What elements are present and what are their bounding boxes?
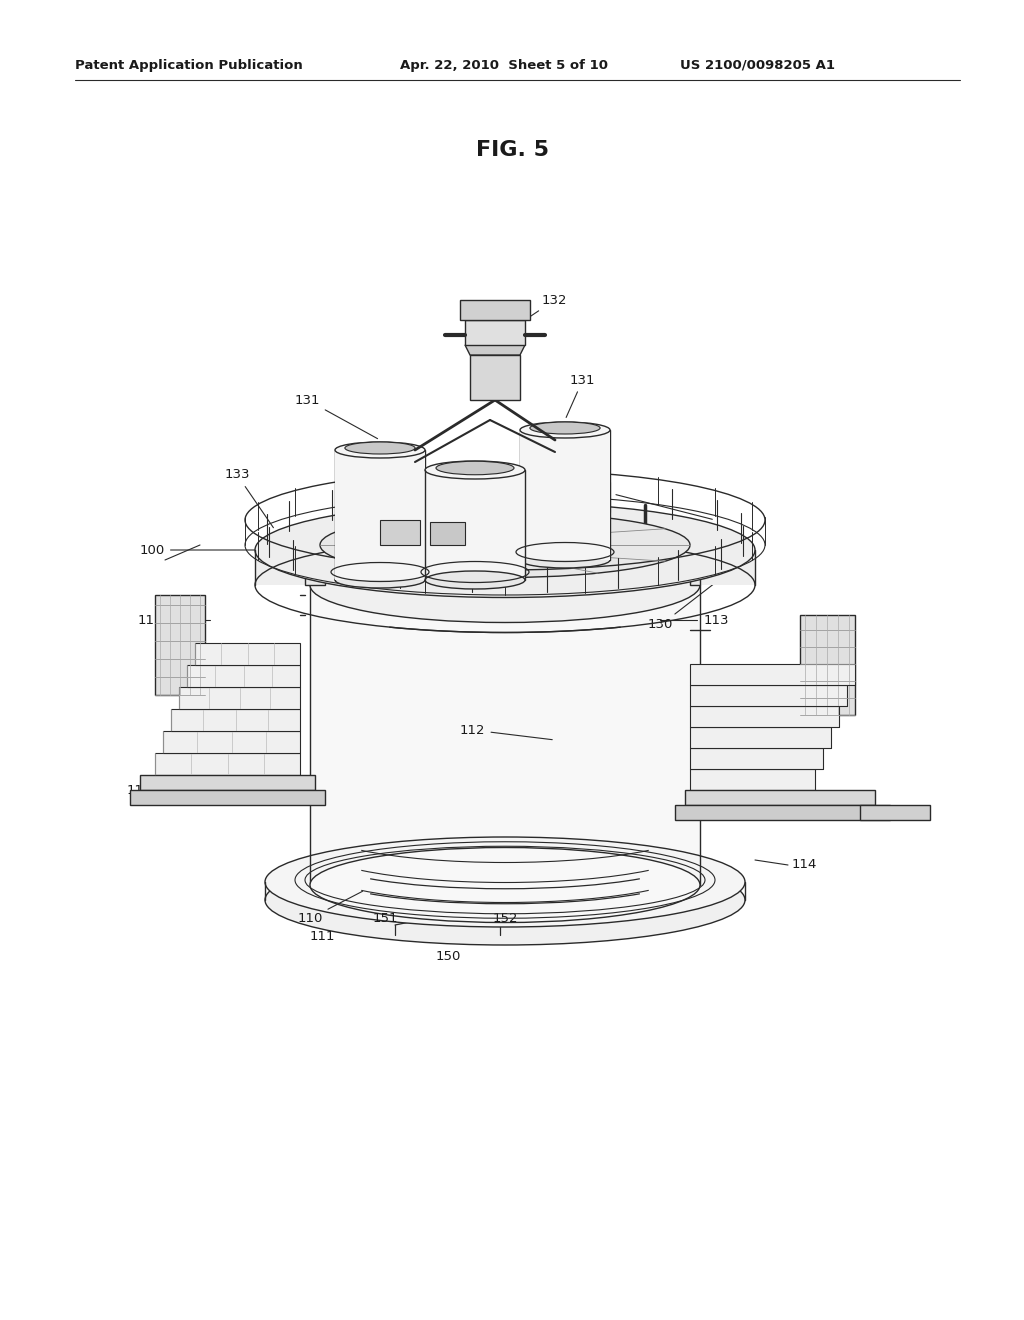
Polygon shape: [171, 709, 300, 731]
Text: Apr. 22, 2010  Sheet 5 of 10: Apr. 22, 2010 Sheet 5 of 10: [400, 58, 608, 71]
Polygon shape: [163, 731, 300, 752]
Ellipse shape: [425, 572, 525, 589]
Ellipse shape: [520, 552, 610, 568]
Ellipse shape: [335, 572, 425, 587]
Ellipse shape: [319, 512, 690, 578]
Text: 114: 114: [127, 784, 152, 796]
Polygon shape: [425, 470, 525, 579]
Text: 100: 100: [139, 544, 323, 557]
Polygon shape: [130, 789, 325, 805]
Polygon shape: [140, 775, 315, 789]
Polygon shape: [690, 685, 847, 706]
Polygon shape: [690, 748, 823, 770]
Polygon shape: [690, 664, 855, 685]
Text: 113: 113: [137, 614, 163, 627]
Polygon shape: [430, 521, 465, 545]
Polygon shape: [255, 550, 755, 585]
Text: 133: 133: [224, 469, 273, 528]
Text: US 2100/0098205 A1: US 2100/0098205 A1: [680, 58, 835, 71]
Text: FIG. 5: FIG. 5: [475, 140, 549, 160]
Ellipse shape: [310, 847, 700, 923]
Ellipse shape: [520, 422, 610, 438]
Polygon shape: [187, 665, 300, 686]
Polygon shape: [675, 805, 890, 820]
Text: 150: 150: [435, 950, 461, 964]
Text: Patent Application Publication: Patent Application Publication: [75, 58, 303, 71]
Polygon shape: [460, 300, 530, 319]
Polygon shape: [195, 643, 300, 665]
Text: 130: 130: [648, 569, 733, 631]
Text: 151: 151: [373, 912, 397, 925]
Polygon shape: [520, 430, 610, 560]
Polygon shape: [465, 319, 525, 345]
Text: 152: 152: [493, 912, 518, 925]
Text: 112: 112: [460, 723, 552, 739]
Text: 111: 111: [309, 931, 335, 942]
Polygon shape: [860, 805, 930, 820]
Polygon shape: [800, 615, 855, 715]
Text: 131: 131: [295, 393, 378, 438]
Ellipse shape: [310, 548, 700, 623]
Polygon shape: [155, 752, 300, 775]
Text: 132: 132: [527, 293, 567, 318]
Ellipse shape: [265, 855, 745, 945]
Text: 114: 114: [792, 858, 817, 871]
Polygon shape: [690, 770, 815, 789]
Polygon shape: [335, 450, 425, 579]
Text: 131: 131: [566, 374, 596, 417]
Ellipse shape: [265, 837, 745, 927]
Polygon shape: [380, 520, 420, 545]
Text: 110: 110: [297, 891, 362, 925]
Polygon shape: [155, 595, 205, 696]
Ellipse shape: [335, 442, 425, 458]
Polygon shape: [685, 789, 874, 805]
Text: LABEL: LABEL: [437, 531, 457, 536]
Polygon shape: [690, 554, 700, 585]
Text: 133: 133: [585, 483, 713, 519]
Polygon shape: [690, 706, 839, 727]
Text: LABEL: LABEL: [390, 531, 410, 536]
Polygon shape: [179, 686, 300, 709]
Ellipse shape: [529, 422, 600, 434]
Polygon shape: [310, 585, 700, 884]
Polygon shape: [305, 554, 325, 585]
Ellipse shape: [345, 442, 415, 454]
Ellipse shape: [255, 503, 755, 598]
Polygon shape: [465, 345, 525, 355]
Polygon shape: [470, 355, 520, 400]
Polygon shape: [690, 727, 831, 748]
Text: 113: 113: [705, 614, 729, 627]
Ellipse shape: [425, 461, 525, 479]
Ellipse shape: [436, 461, 514, 475]
